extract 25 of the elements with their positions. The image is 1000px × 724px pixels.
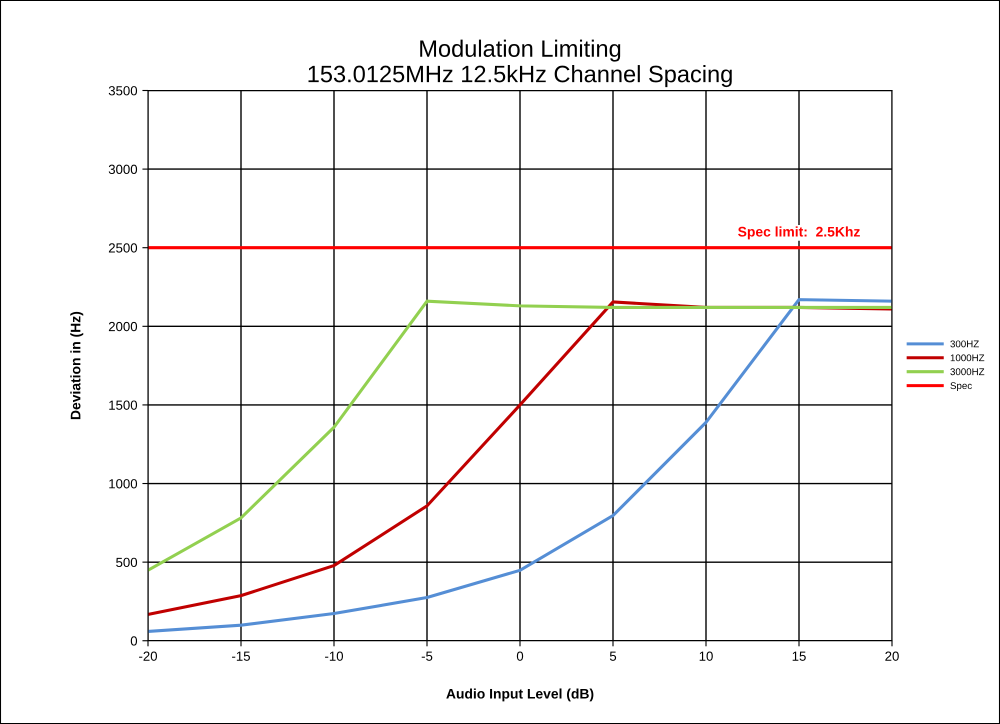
- x-tick-label: 5: [610, 652, 616, 661]
- y-tick-label: 1000: [109, 479, 138, 488]
- x-axis-title: Audio Input Level (dB): [446, 688, 594, 702]
- x-tick-label: -20: [139, 652, 158, 661]
- x-tick-label: 10: [700, 652, 713, 661]
- legend-label: Spec: [950, 382, 972, 392]
- y-axis-title: Deviation in (Hz): [70, 312, 84, 420]
- x-tick-label: 20: [885, 652, 899, 661]
- legend-label: 3000HZ: [950, 368, 984, 376]
- x-tick-label: -15: [232, 652, 250, 661]
- y-tick-label: 3500: [108, 86, 138, 96]
- y-tick-label: 500: [116, 558, 138, 568]
- x-tick-label: 0: [516, 652, 524, 661]
- x-tick-label: -10: [325, 652, 344, 661]
- x-tick-label: 15: [792, 652, 806, 661]
- y-tick-label: 2500: [108, 243, 138, 253]
- legend-label: 300HZ: [950, 340, 979, 348]
- y-tick-label: 0: [130, 636, 138, 646]
- chart-title: Modulation Limiting 153.0125MHz 12.5kHz Channel Spacing: [308, 40, 732, 88]
- annotation: Spec limit: 2.5Khz: [738, 226, 860, 240]
- y-tick-label: 2000: [108, 322, 138, 332]
- y-tick-label: 1500: [109, 400, 138, 410]
- y-tick-label: 3000: [108, 164, 138, 174]
- x-tick-label: -5: [422, 652, 432, 661]
- legend-label: 1000HZ: [950, 354, 984, 362]
